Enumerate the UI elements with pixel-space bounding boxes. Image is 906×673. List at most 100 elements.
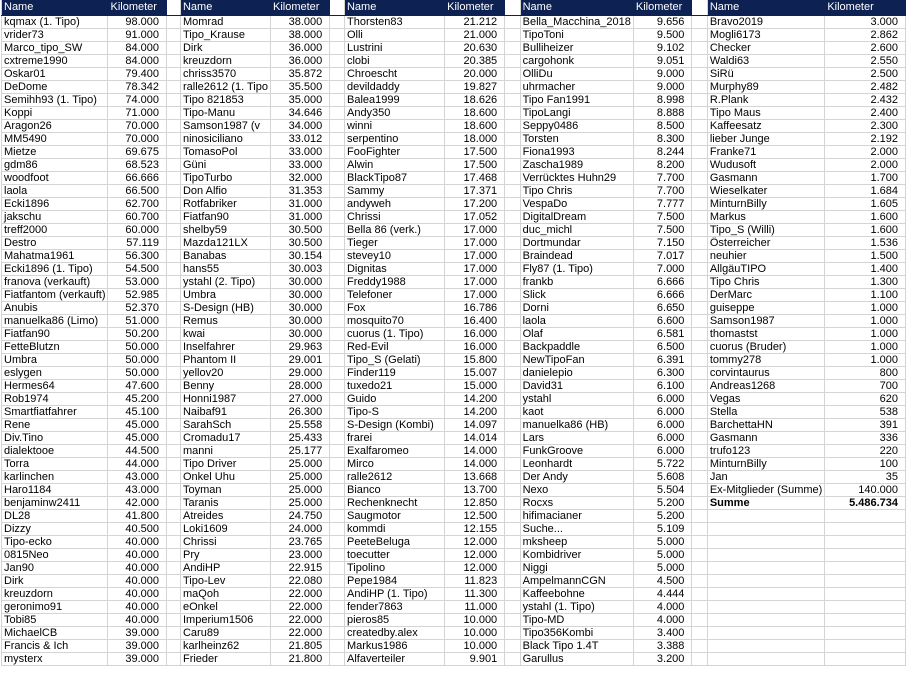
spacer-cell[interactable] bbox=[504, 275, 521, 289]
kilometer-cell[interactable]: 14.000 bbox=[444, 457, 506, 471]
kilometer-cell[interactable]: 11.823 bbox=[444, 574, 506, 588]
kilometer-cell[interactable]: 5.109 bbox=[633, 522, 693, 536]
spacer-cell[interactable] bbox=[166, 457, 181, 471]
spacer-cell[interactable] bbox=[329, 223, 345, 237]
name-cell[interactable]: AmpelmannCGN bbox=[520, 574, 634, 588]
kilometer-cell[interactable]: 3.388 bbox=[633, 639, 693, 653]
kilometer-cell[interactable]: 34.000 bbox=[270, 119, 331, 133]
name-cell[interactable]: Vegas bbox=[707, 392, 826, 406]
kilometer-cell[interactable]: 100 bbox=[824, 457, 906, 471]
kilometer-cell[interactable]: 17.000 bbox=[444, 223, 506, 237]
kilometer-cell[interactable]: 39.000 bbox=[107, 652, 168, 666]
kilometer-cell[interactable]: 2.482 bbox=[824, 80, 906, 94]
kilometer-cell[interactable]: 11.300 bbox=[444, 587, 506, 601]
spacer-cell[interactable] bbox=[691, 67, 708, 81]
spacer-cell[interactable] bbox=[166, 41, 181, 55]
spacer-cell[interactable] bbox=[691, 470, 708, 484]
spacer-cell[interactable] bbox=[329, 652, 345, 666]
spacer-cell[interactable] bbox=[329, 54, 345, 68]
kilometer-cell[interactable]: 30.154 bbox=[270, 249, 331, 263]
name-cell[interactable]: woodfoot bbox=[0, 171, 109, 185]
kilometer-cell[interactable]: 32.000 bbox=[270, 171, 331, 185]
name-cell[interactable]: createdby.alex bbox=[344, 626, 446, 640]
name-cell[interactable]: BlackTipo87 bbox=[344, 171, 446, 185]
name-cell[interactable]: SiRü bbox=[707, 67, 826, 81]
kilometer-cell[interactable]: 74.000 bbox=[107, 93, 168, 107]
kilometer-cell[interactable]: 3.400 bbox=[633, 626, 693, 640]
kilometer-cell[interactable]: 35.500 bbox=[270, 80, 331, 94]
kilometer-cell[interactable]: 6.600 bbox=[633, 314, 693, 328]
name-cell[interactable]: kreuzdorn bbox=[0, 587, 109, 601]
spacer-cell[interactable] bbox=[504, 483, 521, 497]
kilometer-cell[interactable]: 8.300 bbox=[633, 132, 693, 146]
spacer-cell[interactable] bbox=[329, 132, 345, 146]
kilometer-cell[interactable]: 2.432 bbox=[824, 93, 906, 107]
name-cell[interactable]: Remus bbox=[180, 314, 271, 328]
name-cell[interactable]: eslygen bbox=[0, 366, 109, 380]
name-cell[interactable]: Tipo Maus bbox=[707, 106, 826, 120]
spacer-cell[interactable] bbox=[504, 587, 521, 601]
name-cell[interactable]: Koppi bbox=[0, 106, 109, 120]
total-label-cell[interactable]: Summe bbox=[707, 496, 826, 510]
kilometer-cell[interactable]: 7.700 bbox=[633, 184, 693, 198]
spacer-cell[interactable] bbox=[329, 561, 345, 575]
spacer-cell[interactable] bbox=[329, 509, 345, 523]
spacer-cell[interactable] bbox=[166, 353, 181, 367]
name-cell[interactable]: toecutter bbox=[344, 548, 446, 562]
spacer-cell[interactable] bbox=[329, 431, 345, 445]
kilometer-cell[interactable]: 44.500 bbox=[107, 444, 168, 458]
name-cell[interactable]: FunkGroove bbox=[520, 444, 634, 458]
name-cell[interactable]: Haro1184 bbox=[0, 483, 109, 497]
name-cell[interactable]: Fiona1993 bbox=[520, 145, 634, 159]
name-cell[interactable]: Black Tipo 1.4T bbox=[520, 639, 634, 653]
spacer-cell[interactable] bbox=[329, 93, 345, 107]
name-cell[interactable]: Thorsten83 bbox=[344, 15, 446, 29]
kilometer-cell[interactable]: 27.000 bbox=[270, 392, 331, 406]
kilometer-cell[interactable]: 6.000 bbox=[633, 444, 693, 458]
kilometer-cell[interactable]: 17.371 bbox=[444, 184, 506, 198]
name-cell[interactable]: Tipo-S bbox=[344, 405, 446, 419]
column-header-kilometer[interactable]: Kilometer bbox=[270, 0, 331, 16]
spacer-cell[interactable] bbox=[166, 431, 181, 445]
name-cell[interactable]: Tipo_S (Willi) bbox=[707, 223, 826, 237]
kilometer-cell[interactable]: 15.800 bbox=[444, 353, 506, 367]
kilometer-cell[interactable]: 70.000 bbox=[107, 119, 168, 133]
spacer-cell[interactable] bbox=[166, 327, 181, 341]
spacer-cell[interactable] bbox=[329, 444, 345, 458]
kilometer-cell[interactable]: 391 bbox=[824, 418, 906, 432]
kilometer-cell[interactable]: 7.700 bbox=[633, 171, 693, 185]
kilometer-cell[interactable]: 40.000 bbox=[107, 561, 168, 575]
name-cell[interactable]: MM5490 bbox=[0, 132, 109, 146]
name-cell[interactable]: AndiHP bbox=[180, 561, 271, 575]
name-cell[interactable]: Wieselkater bbox=[707, 184, 826, 198]
name-cell[interactable]: jakschu bbox=[0, 210, 109, 224]
kilometer-cell[interactable]: 36.000 bbox=[270, 41, 331, 55]
spacer-cell[interactable] bbox=[504, 470, 521, 484]
kilometer-cell[interactable]: 70.000 bbox=[107, 132, 168, 146]
kilometer-cell[interactable]: 25.177 bbox=[270, 444, 331, 458]
kilometer-cell[interactable]: 6.000 bbox=[633, 418, 693, 432]
kilometer-cell[interactable]: 9.051 bbox=[633, 54, 693, 68]
name-cell[interactable]: Rocxs bbox=[520, 496, 634, 510]
name-cell[interactable]: cuorus (Bruder) bbox=[707, 340, 826, 354]
kilometer-cell[interactable]: 25.433 bbox=[270, 431, 331, 445]
spacer-cell[interactable] bbox=[329, 184, 345, 198]
spacer-cell[interactable] bbox=[329, 171, 345, 185]
name-cell[interactable] bbox=[707, 535, 826, 549]
total-value-cell[interactable]: 5.486.734 bbox=[824, 496, 906, 510]
name-cell[interactable]: karlinchen bbox=[0, 470, 109, 484]
kilometer-cell[interactable]: 33.000 bbox=[270, 145, 331, 159]
name-cell[interactable]: DeDome bbox=[0, 80, 109, 94]
spacer-cell[interactable] bbox=[691, 106, 708, 120]
kilometer-cell[interactable]: 800 bbox=[824, 366, 906, 380]
name-cell[interactable]: DL28 bbox=[0, 509, 109, 523]
kilometer-cell[interactable]: 700 bbox=[824, 379, 906, 393]
kilometer-cell[interactable]: 34.646 bbox=[270, 106, 331, 120]
name-cell[interactable]: gdm86 bbox=[0, 158, 109, 172]
spacer-cell[interactable] bbox=[691, 431, 708, 445]
spacer-cell[interactable] bbox=[329, 613, 345, 627]
spacer-cell[interactable] bbox=[504, 431, 521, 445]
spacer-cell[interactable] bbox=[329, 587, 345, 601]
kilometer-cell[interactable]: 16.786 bbox=[444, 301, 506, 315]
